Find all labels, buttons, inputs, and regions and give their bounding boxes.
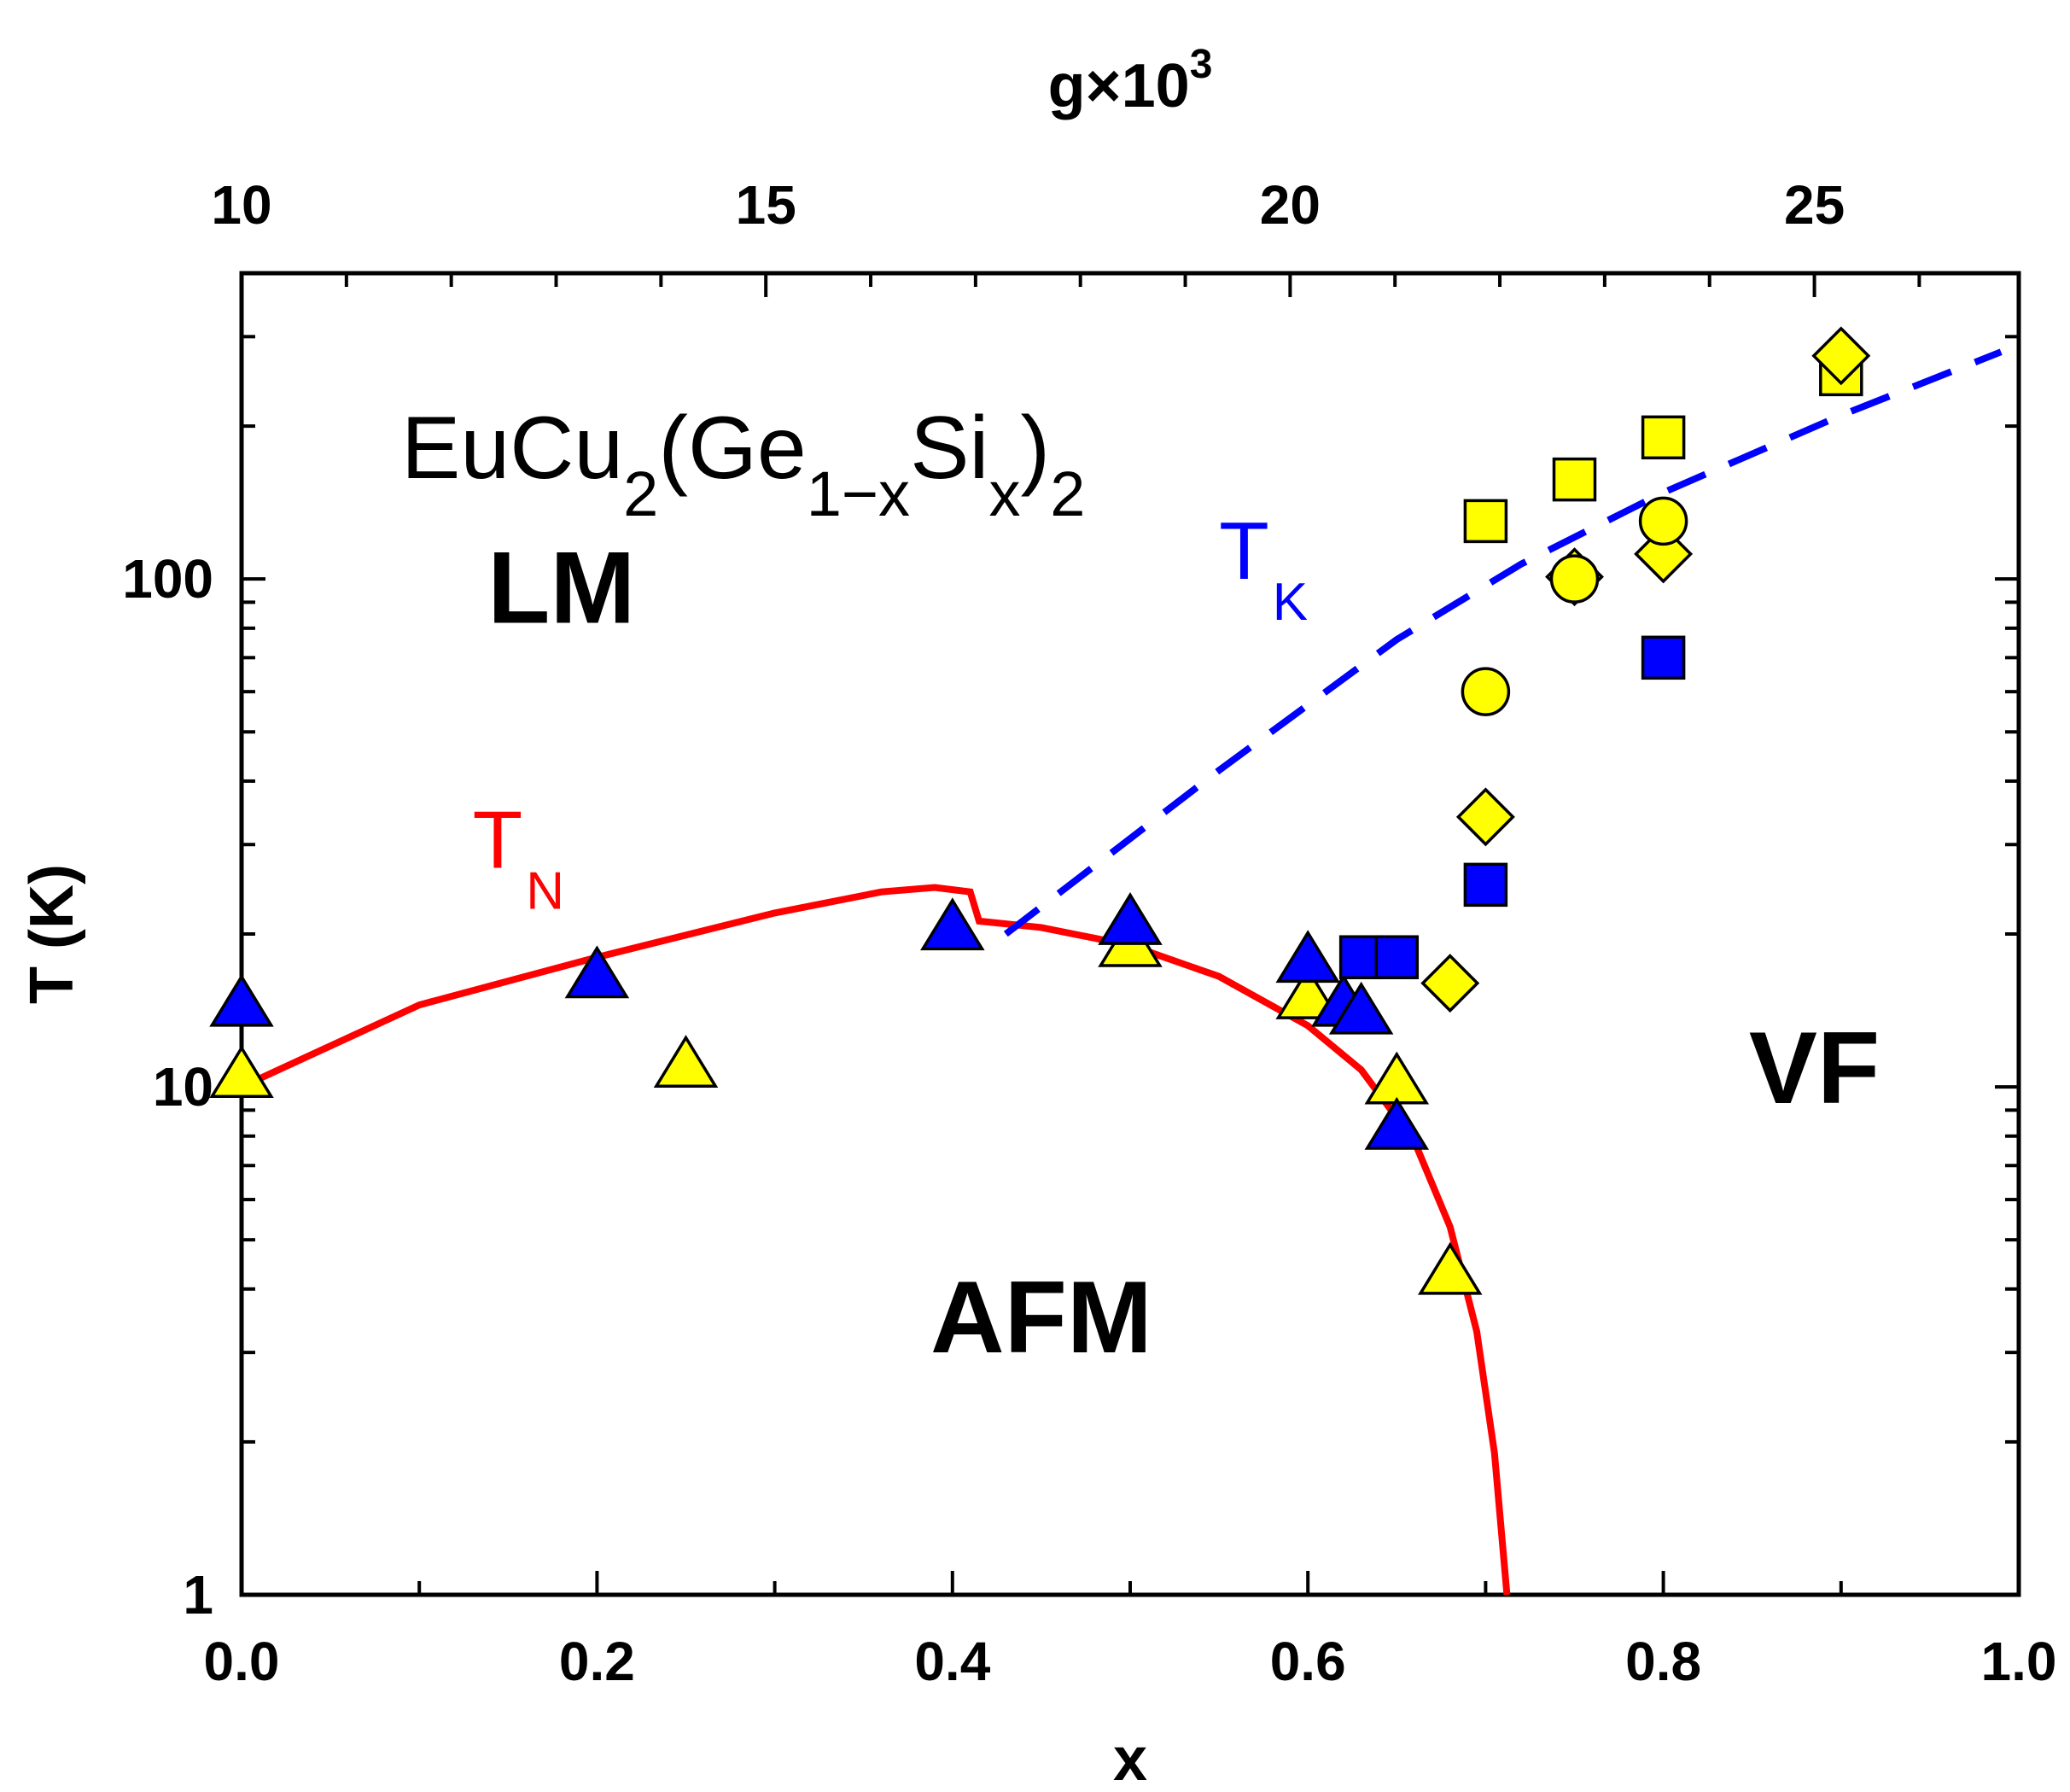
- top-axis-title-sup: 3: [1190, 42, 1213, 87]
- y-tick-label: 1: [183, 1564, 213, 1626]
- triangle-marker: [920, 897, 985, 951]
- top-axis-title-base: g×10: [1048, 52, 1190, 120]
- region-label: LM: [487, 530, 635, 645]
- square-marker: [1641, 635, 1686, 680]
- top-tick-label: 20: [1260, 174, 1321, 236]
- formula-text: Si: [910, 399, 988, 498]
- y-tick-label: 100: [122, 548, 213, 610]
- triangle-marker: [209, 1045, 274, 1098]
- top-tick-label: 10: [211, 174, 271, 236]
- triangle-marker: [209, 973, 274, 1027]
- tick-labels: 0.0 0.2 0.4 0.6 0.8 1.0 1 10 100 10 15 20 25: [122, 174, 2056, 1692]
- region-labels: LM AFM VF: [487, 530, 1880, 1375]
- formula-subscript: 2: [623, 458, 658, 529]
- region-label: VF: [1749, 1011, 1880, 1125]
- triangle-marker: [564, 945, 630, 999]
- top-axis-title: g×103: [1048, 42, 1213, 120]
- triangle-marker: [1098, 892, 1163, 945]
- triangle-marker: [1328, 981, 1394, 1035]
- triangle-marker: [1364, 1051, 1430, 1105]
- triangle-marker: [1275, 930, 1340, 984]
- triangle-marker: [653, 1035, 719, 1088]
- tk-label-sub: K: [1273, 573, 1308, 632]
- x-axis-title: x: [1113, 1725, 1147, 1792]
- data-markers: [209, 326, 1871, 1295]
- square-marker: [1463, 862, 1508, 908]
- formula-subscript: x: [989, 458, 1021, 529]
- circle-marker: [1461, 667, 1511, 716]
- tk-curve: [1003, 348, 2003, 937]
- top-tick-label: 15: [736, 174, 796, 236]
- y-tick-label: 10: [153, 1056, 213, 1118]
- formula-text: EuCu: [401, 399, 623, 498]
- top-tick-label: 25: [1784, 174, 1845, 236]
- x-tick-label: 0.4: [914, 1631, 990, 1692]
- tn-label-main: T: [473, 794, 523, 885]
- diamond-marker: [1811, 326, 1871, 386]
- formula-text: (Ge: [658, 399, 806, 498]
- region-label: AFM: [930, 1260, 1152, 1375]
- formula-subscript: 2: [1050, 458, 1085, 529]
- formula-text: ): [1021, 399, 1051, 498]
- x-tick-label: 0.0: [204, 1631, 280, 1692]
- tk-label: TK: [1219, 505, 1308, 632]
- diamond-marker: [1420, 954, 1480, 1013]
- square-marker: [1463, 499, 1508, 544]
- x-tick-label: 0.8: [1625, 1631, 1701, 1692]
- compound-formula: EuCu2(Ge1−xSix)2: [401, 399, 1085, 529]
- formula-subscript: 1−x: [807, 458, 910, 529]
- square-marker: [1374, 935, 1420, 979]
- diamond-marker: [1455, 787, 1515, 847]
- circle-marker: [1549, 554, 1600, 604]
- circle-marker: [1638, 496, 1688, 546]
- tn-curve: [240, 884, 1511, 1596]
- axis-ticks: [240, 271, 2020, 1596]
- x-tick-label: 1.0: [1981, 1631, 2057, 1692]
- y-axis-title: T (K): [18, 864, 86, 1004]
- triangle-marker: [1275, 966, 1340, 1019]
- tk-label-main: T: [1219, 505, 1269, 597]
- square-marker: [1552, 457, 1597, 502]
- tn-label: TN: [473, 794, 564, 920]
- x-tick-label: 0.6: [1270, 1631, 1346, 1692]
- triangle-marker: [1417, 1241, 1483, 1295]
- square-marker: [1641, 415, 1686, 460]
- x-tick-label: 0.2: [559, 1631, 635, 1692]
- triangle-marker: [1364, 1096, 1430, 1150]
- tn-label-sub: N: [526, 861, 564, 920]
